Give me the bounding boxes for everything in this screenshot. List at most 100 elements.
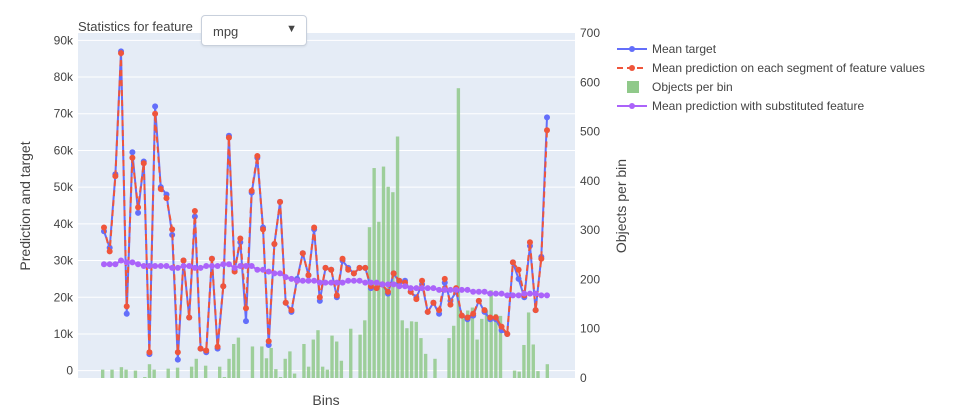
substituted-prediction-point <box>498 290 505 297</box>
feature-label: Statistics for feature <box>78 19 193 34</box>
mean-target-point <box>129 149 136 156</box>
substituted-prediction-point <box>101 261 107 268</box>
bar <box>222 377 227 378</box>
bar <box>423 353 428 378</box>
substituted-prediction-point <box>515 292 522 299</box>
substituted-prediction-point <box>129 259 136 266</box>
substituted-prediction-point <box>282 274 289 281</box>
bar <box>545 364 550 378</box>
mean-prediction-point <box>186 314 193 321</box>
substituted-prediction-point <box>203 263 210 270</box>
bar <box>414 321 418 378</box>
bar <box>316 330 320 378</box>
bar <box>260 346 264 378</box>
mean-prediction-point <box>118 50 125 57</box>
bar <box>325 369 330 378</box>
x-axis-title: Bins <box>312 392 339 408</box>
substituted-prediction-point <box>333 279 340 286</box>
mean-prediction-point <box>356 264 363 271</box>
bar <box>133 370 138 378</box>
substituted-prediction-point <box>169 264 176 271</box>
bar <box>475 339 479 378</box>
bar <box>381 166 386 378</box>
substituted-prediction-point <box>384 281 391 288</box>
substituted-prediction-point <box>299 277 306 284</box>
mean-prediction-point <box>157 185 164 192</box>
substituted-prediction-point <box>396 283 403 290</box>
substituted-prediction-point <box>265 268 272 275</box>
bar <box>480 318 484 378</box>
bar <box>400 320 404 378</box>
legend-swatch <box>627 81 639 93</box>
mean-target-point <box>152 103 159 110</box>
bar <box>512 370 517 378</box>
substituted-prediction-point <box>424 285 431 292</box>
bar <box>264 358 269 378</box>
substituted-prediction-point <box>447 286 454 293</box>
mean-prediction-point <box>146 349 153 356</box>
bar <box>456 88 461 378</box>
bar <box>194 358 198 378</box>
bar <box>292 373 297 378</box>
mean-target-point <box>135 209 142 216</box>
mean-prediction-point <box>271 241 278 248</box>
bar <box>395 136 400 378</box>
substituted-prediction-point <box>475 288 482 295</box>
mean-prediction-point <box>265 338 272 345</box>
substituted-prediction-point <box>260 266 267 273</box>
bar <box>288 351 292 378</box>
mean-prediction-point <box>538 255 545 262</box>
mean-prediction-point <box>475 297 482 304</box>
bar <box>269 347 273 378</box>
substituted-prediction-series <box>101 257 550 299</box>
mean-prediction-point <box>458 312 465 319</box>
substituted-prediction-point <box>538 292 545 299</box>
substituted-prediction-point <box>294 277 301 284</box>
bar <box>320 366 325 378</box>
mean-prediction-point <box>424 308 431 315</box>
bar <box>470 307 475 378</box>
bar <box>498 315 503 378</box>
bar <box>494 313 498 378</box>
legend-label: Mean target <box>652 42 717 56</box>
substituted-prediction-point <box>112 261 119 268</box>
mean-prediction-point <box>277 198 284 205</box>
substituted-prediction-point <box>481 288 488 295</box>
mean-prediction-point <box>436 307 443 314</box>
legend-label: Mean prediction with substituted feature <box>652 99 864 113</box>
bar <box>330 335 334 378</box>
substituted-prediction-point <box>277 270 284 277</box>
bar <box>152 369 156 378</box>
bar <box>227 358 231 378</box>
legend-label: Mean prediction on each segment of featu… <box>652 61 925 75</box>
mean-prediction-point <box>305 272 312 279</box>
y2-tick-label: 500 <box>580 125 600 139</box>
bar <box>250 346 255 378</box>
feature-dropdown[interactable]: mpg ▼ <box>201 15 307 46</box>
legend-item: Objects per bin <box>627 80 733 94</box>
bar <box>377 221 381 378</box>
substituted-prediction-point <box>135 261 142 268</box>
substituted-prediction-point <box>470 288 477 295</box>
substituted-prediction-point <box>237 263 244 270</box>
substituted-prediction-point <box>373 279 380 286</box>
substituted-prediction-point <box>402 283 409 290</box>
mean-prediction-point <box>447 301 454 308</box>
bar <box>147 364 152 378</box>
mean-prediction-point <box>345 266 352 273</box>
mean-prediction-point <box>470 310 477 317</box>
substituted-prediction-point <box>248 263 255 270</box>
mean-prediction-point <box>220 283 227 290</box>
substituted-prediction-point <box>118 257 125 264</box>
substituted-prediction-point <box>186 263 193 270</box>
bar <box>522 344 526 378</box>
bar <box>466 310 470 378</box>
mean-target-point <box>191 213 198 220</box>
mean-prediction-point <box>492 314 499 321</box>
substituted-prediction-point <box>288 275 295 282</box>
bar <box>302 343 306 378</box>
substituted-prediction-point <box>123 259 130 266</box>
mean-prediction-point <box>191 208 198 215</box>
substituted-prediction-point <box>254 266 261 273</box>
mean-prediction-point <box>225 134 232 141</box>
